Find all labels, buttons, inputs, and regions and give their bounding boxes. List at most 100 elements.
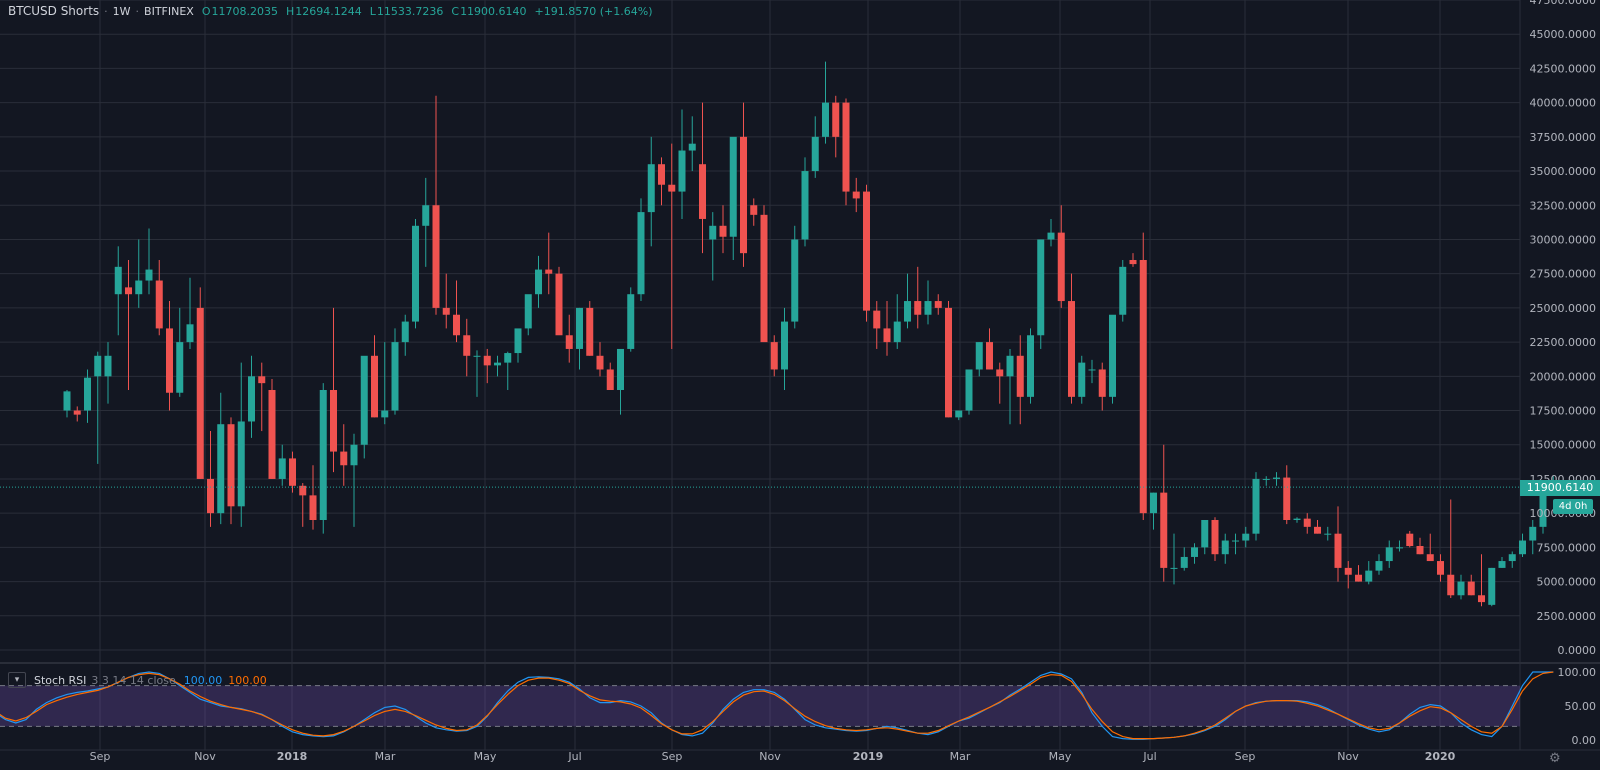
candle-body xyxy=(1539,489,1547,527)
candle-body xyxy=(1262,478,1270,480)
price-tick-label: 37500.0000 xyxy=(1530,131,1596,144)
candle-body xyxy=(340,451,348,466)
candle-body xyxy=(893,321,901,343)
candle-body xyxy=(453,314,460,336)
candle-body xyxy=(371,355,378,418)
candle-body xyxy=(483,355,491,366)
candle-body xyxy=(299,485,307,496)
candle-body xyxy=(1088,369,1096,371)
time-tick-label: Sep xyxy=(1235,750,1256,763)
candle-body xyxy=(1508,554,1516,562)
price-tick-label: 27500.0000 xyxy=(1530,268,1596,281)
candle-body xyxy=(63,391,71,411)
price-tick-label: 22500.0000 xyxy=(1530,336,1596,349)
time-tick-label: Sep xyxy=(90,750,111,763)
candle-body xyxy=(1324,533,1332,535)
candle-body xyxy=(863,191,870,311)
candle-body xyxy=(770,342,778,370)
candle-body xyxy=(1139,260,1147,514)
candle-body xyxy=(914,301,922,315)
candle-body xyxy=(1385,547,1393,562)
price-tick-label: 42500.0000 xyxy=(1530,62,1596,75)
candle-body xyxy=(699,164,706,219)
time-tick-label: Sep xyxy=(662,750,683,763)
chevron-down-icon[interactable]: ▾ xyxy=(8,672,26,688)
exchange-label: BITFINEX xyxy=(144,4,194,18)
time-axis[interactable]: Sep Nov 2018 Mar May Jul Sep Nov 2019 Mar May Jul Se… xyxy=(90,750,1456,763)
candles xyxy=(63,61,1557,607)
gear-icon[interactable]: ⚙ xyxy=(1549,751,1561,766)
candle-body xyxy=(791,239,799,322)
candle-body xyxy=(729,136,737,237)
stoch-rsi-legend: ▾ Stoch RSI 3 3 14 14 close 100.00 100.0… xyxy=(8,672,267,688)
candle-body xyxy=(1447,574,1455,596)
candle-body xyxy=(514,328,522,354)
candle-body xyxy=(1488,567,1496,605)
stoch-rsi-band-lines xyxy=(0,685,1520,727)
candle-body xyxy=(422,205,430,226)
candle-body xyxy=(1160,492,1168,568)
candle-body xyxy=(1344,567,1352,575)
price-axis[interactable]: 47500.0000 45000.0000 42500.0000 40000.0000… xyxy=(1530,0,1596,657)
candle-body xyxy=(73,410,81,415)
candle-body xyxy=(463,335,471,356)
candle-body xyxy=(207,478,214,514)
candle-body xyxy=(1027,335,1034,397)
symbol-name[interactable]: BTCUSD Shorts xyxy=(8,4,100,18)
candle-body xyxy=(627,294,635,349)
candle-body xyxy=(945,307,952,418)
candle-body xyxy=(381,410,389,418)
candle-body xyxy=(934,301,942,308)
candle-body xyxy=(760,214,768,343)
candle-body xyxy=(145,269,153,281)
candle-body xyxy=(237,421,245,507)
candle-body xyxy=(1498,561,1506,568)
candle-body xyxy=(586,307,594,356)
candle-body xyxy=(545,269,553,274)
candle-body xyxy=(535,269,542,295)
candle-body xyxy=(289,458,296,486)
candle-body xyxy=(1529,526,1537,541)
candle-body xyxy=(1221,540,1229,555)
candle-body xyxy=(606,369,614,390)
candle-body xyxy=(1334,533,1342,568)
candle-body xyxy=(135,280,143,295)
price-tick-label: 30000.0000 xyxy=(1530,233,1596,246)
candle-body xyxy=(678,150,686,192)
candle-body xyxy=(822,102,829,137)
candle-body xyxy=(155,280,163,329)
candle-body xyxy=(1365,570,1373,582)
price-tick-label: 45000.0000 xyxy=(1530,28,1596,41)
candle-body xyxy=(524,294,532,329)
candle-body xyxy=(1478,595,1485,603)
time-tick-label: Nov xyxy=(1337,750,1359,763)
candle-body xyxy=(1201,520,1209,548)
candle-body xyxy=(1109,314,1116,397)
candle-body xyxy=(1467,581,1475,596)
candle-body xyxy=(504,353,512,363)
candle-body xyxy=(94,355,102,377)
interval-label[interactable]: 1W xyxy=(112,4,131,18)
candle-body xyxy=(740,136,747,254)
candle-body xyxy=(811,136,819,172)
stoch-rsi-tick-label: 100.00 xyxy=(1558,666,1597,679)
price-tick-label: 2500.0000 xyxy=(1537,610,1597,623)
time-tick-label: 2020 xyxy=(1425,750,1456,763)
indicator-params: 3 3 14 14 close xyxy=(91,673,176,687)
candle-body xyxy=(1098,369,1106,397)
time-tick-label: Nov xyxy=(194,750,216,763)
candle-body xyxy=(1006,355,1014,377)
candle-body xyxy=(1406,533,1414,546)
candle-body xyxy=(781,321,788,370)
candle-body xyxy=(719,225,727,237)
price-tick-label: 40000.0000 xyxy=(1530,97,1596,110)
candle-body xyxy=(873,310,881,329)
indicator-name[interactable]: Stoch RSI xyxy=(34,673,87,687)
low-value: 11533.7236 xyxy=(376,4,444,18)
candle-body xyxy=(986,342,993,370)
k-value: 100.00 xyxy=(183,673,223,687)
stoch-rsi-axis[interactable]: 100.00 50.00 0.00 xyxy=(1558,666,1597,747)
candle-body xyxy=(309,495,317,520)
candle-body xyxy=(975,342,983,370)
